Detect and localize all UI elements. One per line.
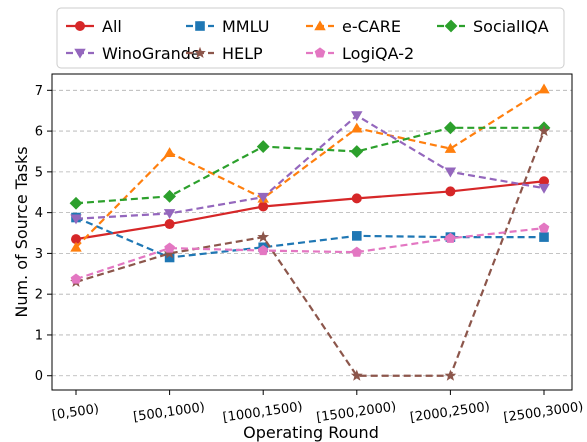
data-point-mmlu — [539, 232, 549, 242]
legend-label: All — [102, 17, 122, 36]
data-point-e-care — [351, 122, 363, 133]
legend-item-logiqa-2: LogiQA-2 — [306, 44, 414, 63]
data-point-logiqa-2 — [445, 232, 456, 243]
series-logiqa-2 — [70, 222, 550, 284]
data-point-socialiqa — [256, 140, 270, 153]
data-point-all — [71, 234, 81, 245]
series-line-e-care — [75, 88, 545, 249]
legend-label: WinoGrande — [102, 44, 201, 63]
y-tick-label: 4 — [35, 206, 43, 221]
y-tick-label: 3 — [35, 247, 43, 262]
data-point-all — [445, 186, 456, 197]
series-line-all — [75, 180, 545, 241]
data-point-logiqa-2 — [257, 244, 269, 256]
data-point-winogrande — [257, 192, 269, 203]
data-point-winogrande — [163, 209, 176, 220]
series-all — [71, 176, 549, 245]
legend-item-help: HELP — [186, 44, 263, 63]
data-point-mmlu — [164, 252, 175, 263]
y-axis: 0 1 2 3 4 5 6 7 — [35, 84, 52, 384]
data-point-all — [258, 201, 269, 212]
y-tick-label: 5 — [35, 165, 43, 180]
grid-layer — [52, 89, 572, 377]
data-point-help — [538, 124, 550, 137]
legend-swatch-marker — [74, 48, 86, 59]
legend-swatch-marker — [194, 46, 206, 59]
legend-label: LogiQA-2 — [342, 44, 414, 63]
legend-item-mmlu: MMLU — [186, 17, 269, 36]
legend-swatch-marker — [444, 19, 458, 33]
y-tick-label: 0 — [35, 369, 43, 384]
series-line-help — [75, 130, 546, 377]
data-point-help — [444, 369, 457, 381]
legend-swatch-marker — [195, 21, 205, 31]
x-axis-label: Operating Round — [243, 423, 379, 442]
y-tick-label: 6 — [35, 125, 43, 140]
data-point-e-care — [70, 241, 82, 252]
data-point-socialiqa — [69, 196, 83, 210]
legend-swatch-marker — [314, 47, 326, 58]
legend-swatch-marker — [75, 21, 85, 31]
data-point-logiqa-2 — [70, 273, 82, 284]
series-line-socialiqa — [75, 126, 544, 205]
data-point-e-care — [538, 83, 550, 94]
data-point-all — [164, 219, 175, 230]
data-point-logiqa-2 — [164, 242, 175, 253]
legend-label: MMLU — [222, 17, 269, 36]
y-tick-label: 7 — [35, 84, 43, 99]
data-point-all — [351, 193, 362, 204]
legend-item-e-care: e-CARE — [306, 17, 401, 36]
data-point-winogrande — [351, 111, 363, 122]
data-point-logiqa-2 — [538, 222, 550, 233]
x-tick-label: [0,500) — [51, 402, 100, 423]
series-layer — [69, 83, 551, 381]
legend-frame — [56, 7, 565, 69]
legend-label: e-CARE — [342, 17, 401, 36]
data-point-help — [257, 230, 270, 243]
legend-item-winogrande: WinoGrande — [66, 44, 201, 63]
data-point-socialiqa — [444, 121, 457, 135]
y-tick-label: 1 — [35, 328, 43, 343]
series-line-winogrande — [75, 114, 545, 220]
series-line-logiqa-2 — [75, 227, 545, 281]
series-winogrande — [70, 111, 550, 225]
legend-item-socialiqa: SocialIQA — [437, 17, 549, 36]
data-point-socialiqa — [163, 189, 176, 203]
legend-label: HELP — [222, 44, 263, 63]
data-point-help — [163, 247, 176, 259]
data-point-winogrande — [538, 183, 550, 194]
legend-swatch-marker — [314, 20, 326, 31]
data-point-e-care — [163, 147, 176, 157]
data-point-e-care — [444, 143, 457, 153]
data-point-all — [539, 176, 549, 187]
legend: All MMLU e-CARE SocialIQA WinoGrande HELP Logi… — [56, 7, 565, 69]
data-point-help — [350, 369, 363, 381]
legend-item-all: All — [66, 17, 122, 36]
plot-frame — [51, 73, 573, 391]
legend-label: SocialIQA — [473, 17, 549, 36]
data-point-logiqa-2 — [351, 246, 363, 257]
y-tick-label: 2 — [35, 288, 43, 303]
y-axis-label: Num. of Source Tasks — [12, 146, 31, 317]
data-point-winogrande — [70, 214, 82, 225]
data-point-mmlu — [352, 231, 362, 241]
data-point-winogrande — [444, 167, 457, 178]
data-point-socialiqa — [350, 145, 364, 158]
